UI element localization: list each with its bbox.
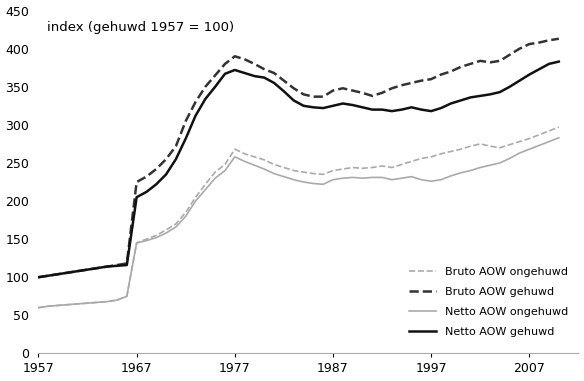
Netto AOW gehuwd [231, 68, 238, 72]
Legend: Bruto AOW ongehuwd, Bruto AOW gehuwd, Netto AOW ongehuwd, Netto AOW gehuwd: Bruto AOW ongehuwd, Bruto AOW gehuwd, Ne… [404, 262, 573, 341]
Bruto AOW ongehuwd [555, 125, 562, 130]
Netto AOW ongehuwd [231, 155, 238, 159]
Line: Bruto AOW gehuwd: Bruto AOW gehuwd [39, 39, 559, 277]
Bruto AOW gehuwd [231, 54, 238, 59]
Bruto AOW ongehuwd [35, 306, 42, 310]
Text: index (gehuwd 1957 = 100): index (gehuwd 1957 = 100) [47, 21, 234, 34]
Bruto AOW gehuwd [388, 86, 395, 91]
Bruto AOW gehuwd [319, 94, 326, 99]
Netto AOW ongehuwd [349, 175, 356, 180]
Bruto AOW ongehuwd [349, 165, 356, 170]
Bruto AOW ongehuwd [319, 172, 326, 177]
Netto AOW gehuwd [388, 109, 395, 114]
Bruto AOW ongehuwd [231, 147, 238, 152]
Bruto AOW gehuwd [123, 261, 130, 266]
Netto AOW ongehuwd [123, 294, 130, 299]
Bruto AOW gehuwd [35, 275, 42, 280]
Netto AOW gehuwd [349, 103, 356, 107]
Line: Netto AOW ongehuwd: Netto AOW ongehuwd [39, 138, 559, 308]
Netto AOW gehuwd [319, 106, 326, 110]
Bruto AOW ongehuwd [388, 165, 395, 170]
Netto AOW ongehuwd [35, 306, 42, 310]
Netto AOW ongehuwd [339, 176, 346, 181]
Bruto AOW ongehuwd [339, 167, 346, 171]
Netto AOW gehuwd [123, 263, 130, 267]
Line: Netto AOW gehuwd: Netto AOW gehuwd [39, 62, 559, 277]
Netto AOW gehuwd [339, 101, 346, 106]
Line: Bruto AOW ongehuwd: Bruto AOW ongehuwd [39, 127, 559, 308]
Bruto AOW gehuwd [349, 88, 356, 93]
Netto AOW ongehuwd [319, 182, 326, 187]
Netto AOW gehuwd [35, 275, 42, 280]
Netto AOW ongehuwd [388, 178, 395, 182]
Bruto AOW ongehuwd [123, 294, 130, 299]
Bruto AOW gehuwd [339, 86, 346, 91]
Netto AOW gehuwd [555, 59, 562, 64]
Netto AOW ongehuwd [555, 136, 562, 140]
Bruto AOW gehuwd [555, 37, 562, 41]
